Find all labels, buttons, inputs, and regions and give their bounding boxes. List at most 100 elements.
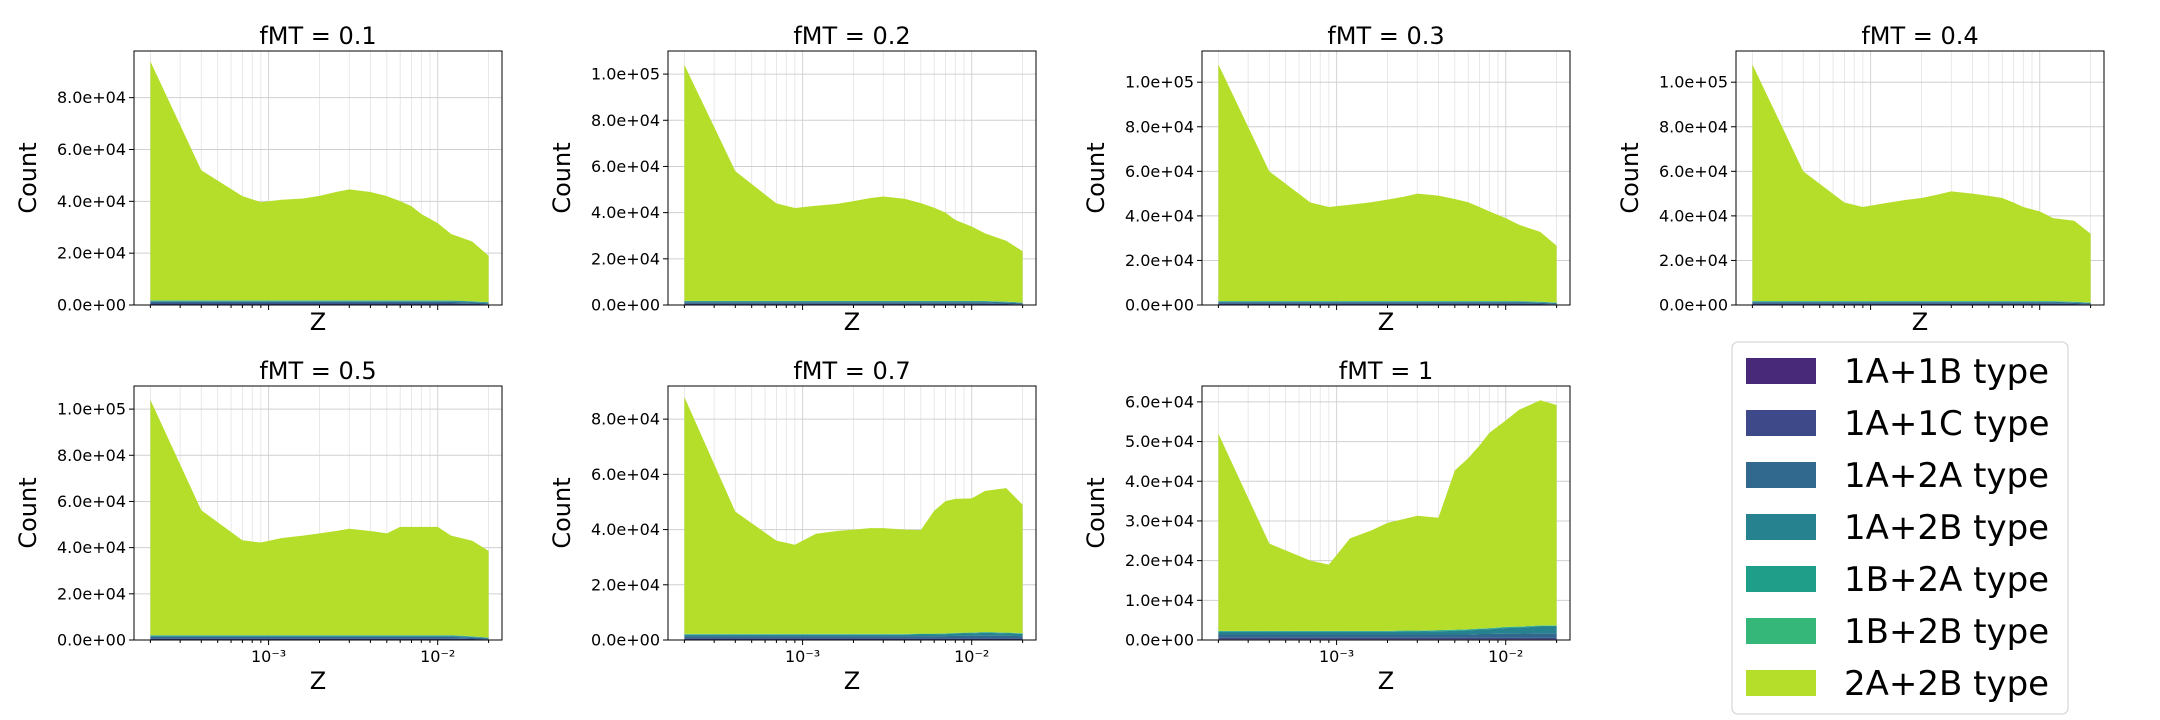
subplot-title: fMT = 0.1 [259, 22, 376, 50]
area-1a-2b-type [1218, 301, 1557, 304]
subplot-2: 0.0e+00 2.0e+04 4.0e+04 6.0e+04 8.0e+04 1.0e+… [548, 22, 1037, 336]
y-axis-label: Count [14, 142, 42, 213]
legend-label: 1A+2B type [1844, 508, 2049, 548]
y-tick-label: 6.0e+04 [57, 492, 126, 511]
y-tick-label: 5.0e+04 [1125, 432, 1194, 451]
legend-swatch [1746, 618, 1816, 644]
area-1b-2b-type [150, 300, 489, 303]
x-tick-label: 10⁻² [954, 647, 989, 666]
x-axis-label: Z [310, 667, 326, 695]
y-tick-label: 8.0e+04 [1659, 117, 1728, 136]
legend-label: 1B+2B type [1844, 612, 2049, 652]
y-tick-label: 8.0e+04 [591, 111, 660, 130]
legend-label: 1A+1C type [1844, 404, 2050, 444]
y-tick-label: 8.0e+04 [57, 446, 126, 465]
area-1b-2b-type [1218, 625, 1557, 632]
legend-label: 1A+2A type [1844, 456, 2049, 496]
area-2a-2b-type [150, 399, 489, 638]
legend-swatch [1746, 670, 1816, 696]
area-1a-1c-type [684, 638, 1023, 640]
y-tick-label: 6.0e+04 [1125, 392, 1194, 411]
y-tick-label: 0.0e+00 [591, 296, 660, 315]
legend-label: 1A+1B type [1844, 352, 2049, 392]
axes-frame [1201, 385, 1571, 641]
y-tick-label: 0.0e+00 [1125, 631, 1194, 650]
x-tick-label: 10⁻³ [251, 647, 286, 666]
subplot-1: 0.0e+00 2.0e+04 4.0e+04 6.0e+04 8.0e+04 fMT =… [14, 22, 503, 336]
area-1a-2a-type [1218, 302, 1557, 305]
area-1a-2a-type [150, 301, 489, 305]
y-tick-label: 1.0e+04 [1125, 591, 1194, 610]
y-tick-label: 8.0e+04 [57, 88, 126, 107]
x-tick-label: 10⁻² [1488, 647, 1523, 666]
x-tick-label: 10⁻² [420, 647, 455, 666]
area-1a-2b-type [684, 301, 1023, 304]
axes-frame [133, 50, 503, 306]
area-1b-2b-type [1752, 300, 2091, 303]
y-axis-label: Count [14, 477, 42, 548]
subplot-title: fMT = 0.2 [793, 22, 910, 50]
legend-swatch [1746, 514, 1816, 540]
y-tick-label: 2.0e+04 [591, 249, 660, 268]
subplot-title: fMT = 0.4 [1861, 22, 1978, 50]
area-1a-2b-type [150, 301, 489, 304]
area-1b-2a-type [150, 635, 489, 638]
y-tick-label: 0.0e+00 [57, 296, 126, 315]
legend-label: 1B+2A type [1844, 560, 2049, 600]
y-tick-label: 3.0e+04 [1125, 511, 1194, 530]
y-axis-label: Count [548, 477, 576, 548]
x-axis-label: Z [1378, 667, 1394, 695]
subplot-title: fMT = 1 [1339, 357, 1433, 385]
x-axis-label: Z [844, 308, 860, 336]
y-tick-label: 0.0e+00 [591, 631, 660, 650]
area-1a-1c-type [1218, 637, 1557, 640]
area-2a-2b-type [1752, 64, 2091, 303]
y-tick-label: 6.0e+04 [1659, 162, 1728, 181]
y-tick-label: 2.0e+04 [591, 575, 660, 594]
y-tick-label: 8.0e+04 [591, 410, 660, 429]
y-tick-label: 2.0e+04 [1659, 251, 1728, 270]
area-1b-2a-type [684, 301, 1023, 303]
area-1a-2a-type [684, 302, 1023, 305]
area-1a-2b-type [1218, 626, 1557, 635]
y-tick-label: 1.0e+05 [1125, 73, 1194, 92]
y-axis-label: Count [1616, 142, 1644, 213]
area-1b-2a-type [684, 632, 1023, 635]
legend: 1A+1B type 1A+1C type 1A+2A type 1A+2B type… [1731, 341, 2069, 715]
area-1a-1c-type [150, 303, 489, 305]
area-1a-2a-type [1218, 633, 1557, 638]
area-1b-2b-type [684, 631, 1023, 635]
y-tick-label: 1.0e+05 [57, 400, 126, 419]
y-tick-label: 4.0e+04 [1125, 472, 1194, 491]
legend-swatch [1746, 358, 1816, 384]
area-2a-2b-type [150, 61, 489, 303]
x-axis-label: Z [844, 667, 860, 695]
y-tick-label: 4.0e+04 [591, 520, 660, 539]
area-1a-2a-type [150, 636, 489, 640]
subplot-7: 0.0e+00 1.0e+04 2.0e+04 3.0e+04 4.0e+04 5.0e+… [1082, 357, 1571, 695]
area-1a-1c-type [684, 303, 1023, 305]
area-1b-2a-type [1752, 301, 2091, 303]
subplot-title: fMT = 0.3 [1327, 22, 1444, 50]
subplot-5: 0.0e+00 2.0e+04 4.0e+04 6.0e+04 8.0e+04 1.0e+… [14, 357, 503, 695]
y-tick-label: 0.0e+00 [1659, 296, 1728, 315]
y-tick-label: 6.0e+04 [591, 465, 660, 484]
subplot-title: fMT = 0.7 [793, 357, 910, 385]
subplot-title: fMT = 0.5 [259, 357, 376, 385]
subplot-4: 0.0e+00 2.0e+04 4.0e+04 6.0e+04 8.0e+04 1.0e+… [1616, 22, 2105, 336]
area-2a-2b-type [1218, 400, 1557, 631]
axes-frame [1201, 50, 1571, 306]
x-axis-label: Z [310, 308, 326, 336]
y-tick-label: 4.0e+04 [1125, 206, 1194, 225]
area-2a-2b-type [684, 64, 1023, 303]
y-tick-label: 1.0e+05 [1659, 73, 1728, 92]
y-tick-label: 0.0e+00 [1125, 296, 1194, 315]
area-1a-2b-type [684, 632, 1023, 637]
area-1b-2b-type [1218, 300, 1557, 303]
area-1a-2a-type [684, 635, 1023, 639]
area-1a-2b-type [150, 635, 489, 639]
y-tick-label: 2.0e+04 [1125, 251, 1194, 270]
x-axis-label: Z [1378, 308, 1394, 336]
axes-frame [133, 385, 503, 641]
